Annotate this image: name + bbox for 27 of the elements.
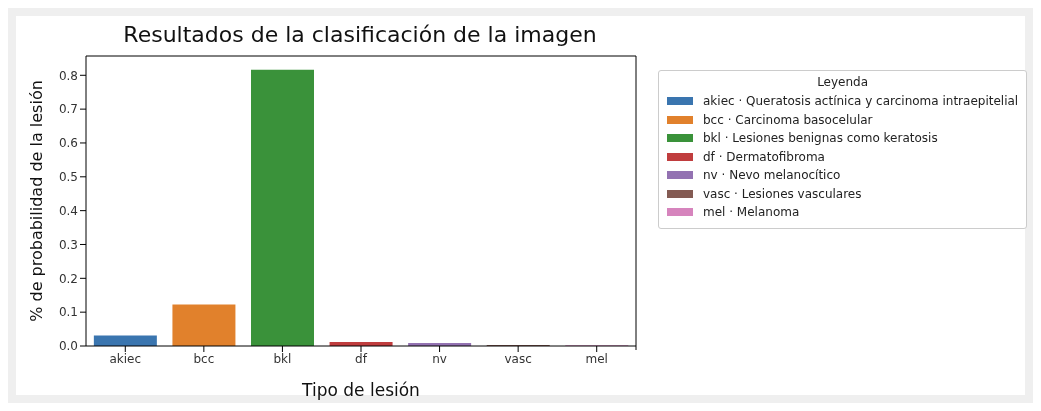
legend-label: nv · Nevo melanocítico	[703, 168, 841, 183]
x-tick-label: akiec	[109, 351, 142, 366]
x-tick-label: df	[355, 351, 368, 366]
legend-label: bkl · Lesiones benignas como keratosis	[703, 131, 938, 146]
y-tick-label: 0.1	[58, 305, 78, 320]
legend-label: df · Dermatofibroma	[703, 149, 825, 164]
y-tick-label: 0.2	[58, 271, 78, 286]
legend-title: Leyenda	[816, 75, 870, 89]
legend-label: akiec · Queratosis actínica y carcinoma intraepitelial	[703, 94, 1019, 109]
legend-label: vasc · Lesiones vasculares	[703, 186, 862, 201]
y-tick-label: 0.3	[58, 237, 78, 252]
y-tick-label: 0.0	[58, 339, 78, 354]
chart-title: Resultados de la clasificación de la imagen	[122, 21, 598, 49]
y-axis-title: % de probabilidad de la lesión	[26, 80, 46, 322]
x-tick-label: bcc	[193, 351, 215, 366]
y-tick-label: 0.6	[58, 136, 78, 151]
y-tick-label: 0.5	[58, 170, 78, 185]
y-tick-label: 0.7	[58, 102, 78, 117]
y-tick-label: 0.4	[58, 203, 78, 218]
y-tick-label: 0.8	[58, 68, 78, 83]
x-tick-label: nv	[432, 351, 447, 366]
x-tick-label: vasc	[504, 351, 532, 366]
legend-label: bcc · Carcinoma basocelular	[703, 112, 873, 127]
x-tick-label: bkl	[273, 351, 292, 366]
x-axis-title: Tipo de lesión	[301, 380, 420, 400]
legend-label: mel · Melanoma	[703, 205, 800, 220]
x-tick-label: mel	[585, 351, 608, 366]
